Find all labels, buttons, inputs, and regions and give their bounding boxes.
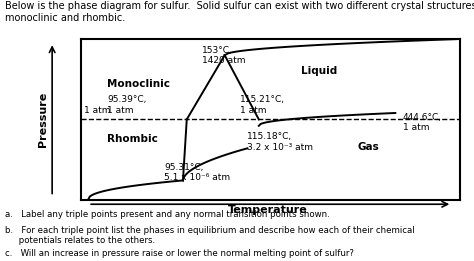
Text: 444.6°C,
1 atm: 444.6°C, 1 atm (403, 113, 442, 132)
Text: 115.18°C,
3.2 x 10⁻³ atm: 115.18°C, 3.2 x 10⁻³ atm (247, 132, 313, 152)
Text: Temperature: Temperature (228, 205, 308, 215)
Text: c.   Will an increase in pressure raise or lower the normal melting point of sul: c. Will an increase in pressure raise or… (5, 249, 354, 258)
Text: b.   For each triple point list the phases in equilibrium and describe how each : b. For each triple point list the phases… (5, 226, 414, 245)
Text: Rhombic: Rhombic (107, 134, 158, 144)
Text: Gas: Gas (357, 142, 379, 152)
Text: Pressure: Pressure (37, 92, 48, 147)
Text: Below is the phase diagram for sulfur.  Solid sulfur can exist with two differen: Below is the phase diagram for sulfur. S… (5, 1, 474, 23)
Text: 1 atm: 1 atm (84, 106, 111, 115)
Text: 95.31°C,
5.1 x 10⁻⁶ atm: 95.31°C, 5.1 x 10⁻⁶ atm (164, 163, 230, 182)
Text: Liquid: Liquid (301, 66, 337, 76)
Text: a.   Label any triple points present and any normal transition points shown.: a. Label any triple points present and a… (5, 210, 329, 219)
Text: 115.21°C,
1 atm: 115.21°C, 1 atm (240, 95, 285, 115)
Text: Monoclinic: Monoclinic (107, 79, 170, 89)
Text: 95.39°C,
1 atm: 95.39°C, 1 atm (107, 95, 146, 115)
Text: 153°C,
1420 atm: 153°C, 1420 atm (202, 45, 246, 65)
